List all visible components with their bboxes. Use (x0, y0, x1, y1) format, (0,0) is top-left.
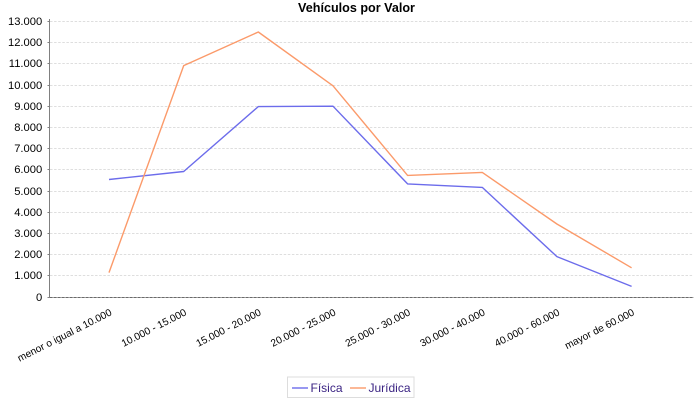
svg-text:Vehículos por Valor: Vehículos por Valor (298, 1, 415, 15)
svg-text:Jurídica: Jurídica (369, 381, 411, 395)
svg-text:3.000: 3.000 (14, 228, 42, 240)
svg-text:1.000: 1.000 (14, 270, 42, 282)
svg-text:12.000: 12.000 (8, 37, 42, 49)
svg-text:13.000: 13.000 (8, 16, 42, 28)
svg-text:9.000: 9.000 (14, 101, 42, 113)
svg-text:4.000: 4.000 (14, 207, 42, 219)
svg-text:0: 0 (36, 292, 42, 304)
svg-text:7.000: 7.000 (14, 143, 42, 155)
svg-text:6.000: 6.000 (14, 164, 42, 176)
svg-text:10.000: 10.000 (8, 80, 42, 92)
svg-text:Física: Física (311, 381, 343, 395)
svg-text:8.000: 8.000 (14, 122, 42, 134)
svg-text:11.000: 11.000 (9, 58, 42, 70)
svg-text:5.000: 5.000 (14, 186, 42, 198)
svg-text:2.000: 2.000 (14, 249, 42, 261)
